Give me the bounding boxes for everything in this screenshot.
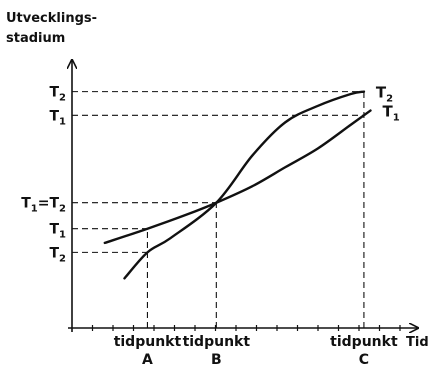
series-line <box>123 90 366 280</box>
y-tick-subscript: 1 <box>31 204 38 215</box>
axes <box>68 60 418 332</box>
series-label-subscript: 2 <box>386 94 393 105</box>
y-tick-label: T1=T2 <box>21 196 66 215</box>
x-tick-label: tidpunkt <box>114 334 182 350</box>
series-label-subscript: 1 <box>393 113 400 124</box>
y-axis-title-line-2: stadium <box>6 31 65 46</box>
x-axis-minor-ticks <box>91 325 401 331</box>
y-axis-title: Utvecklings- stadium <box>6 11 97 46</box>
y-axis-title-line-1: Utvecklings- <box>6 11 97 26</box>
series-label: T2 <box>376 84 393 105</box>
y-tick-label: T2 <box>49 245 66 264</box>
y-tick-subscript: 2 <box>59 204 66 215</box>
x-tick-label: tidpunkt <box>183 334 251 350</box>
series-line <box>103 109 372 245</box>
y-tick-label-rest: =T <box>38 196 60 212</box>
y-tick-label: T1 <box>49 108 66 127</box>
series-label: T1 <box>382 103 399 124</box>
y-tick-label: T1 <box>49 222 66 241</box>
series-t2: T2 <box>123 84 393 280</box>
x-tick-letter: A <box>142 352 153 368</box>
y-tick-labels: T2 T1 T1=T2 T1 T2 <box>21 85 66 265</box>
y-tick-subscript: 1 <box>59 116 66 127</box>
x-tick-letter: C <box>359 352 369 368</box>
y-tick-subscript: 2 <box>59 253 66 264</box>
x-tick-letter: B <box>211 352 222 368</box>
guide-lines <box>72 91 365 328</box>
x-axis-title: Tid <box>406 335 429 350</box>
y-tick-subscript: 2 <box>59 93 66 104</box>
series-t1: T1 <box>103 103 400 245</box>
y-tick-subscript: 1 <box>59 230 66 241</box>
x-tick-label: tidpunkt <box>330 334 398 350</box>
y-tick-label: T2 <box>49 85 66 104</box>
